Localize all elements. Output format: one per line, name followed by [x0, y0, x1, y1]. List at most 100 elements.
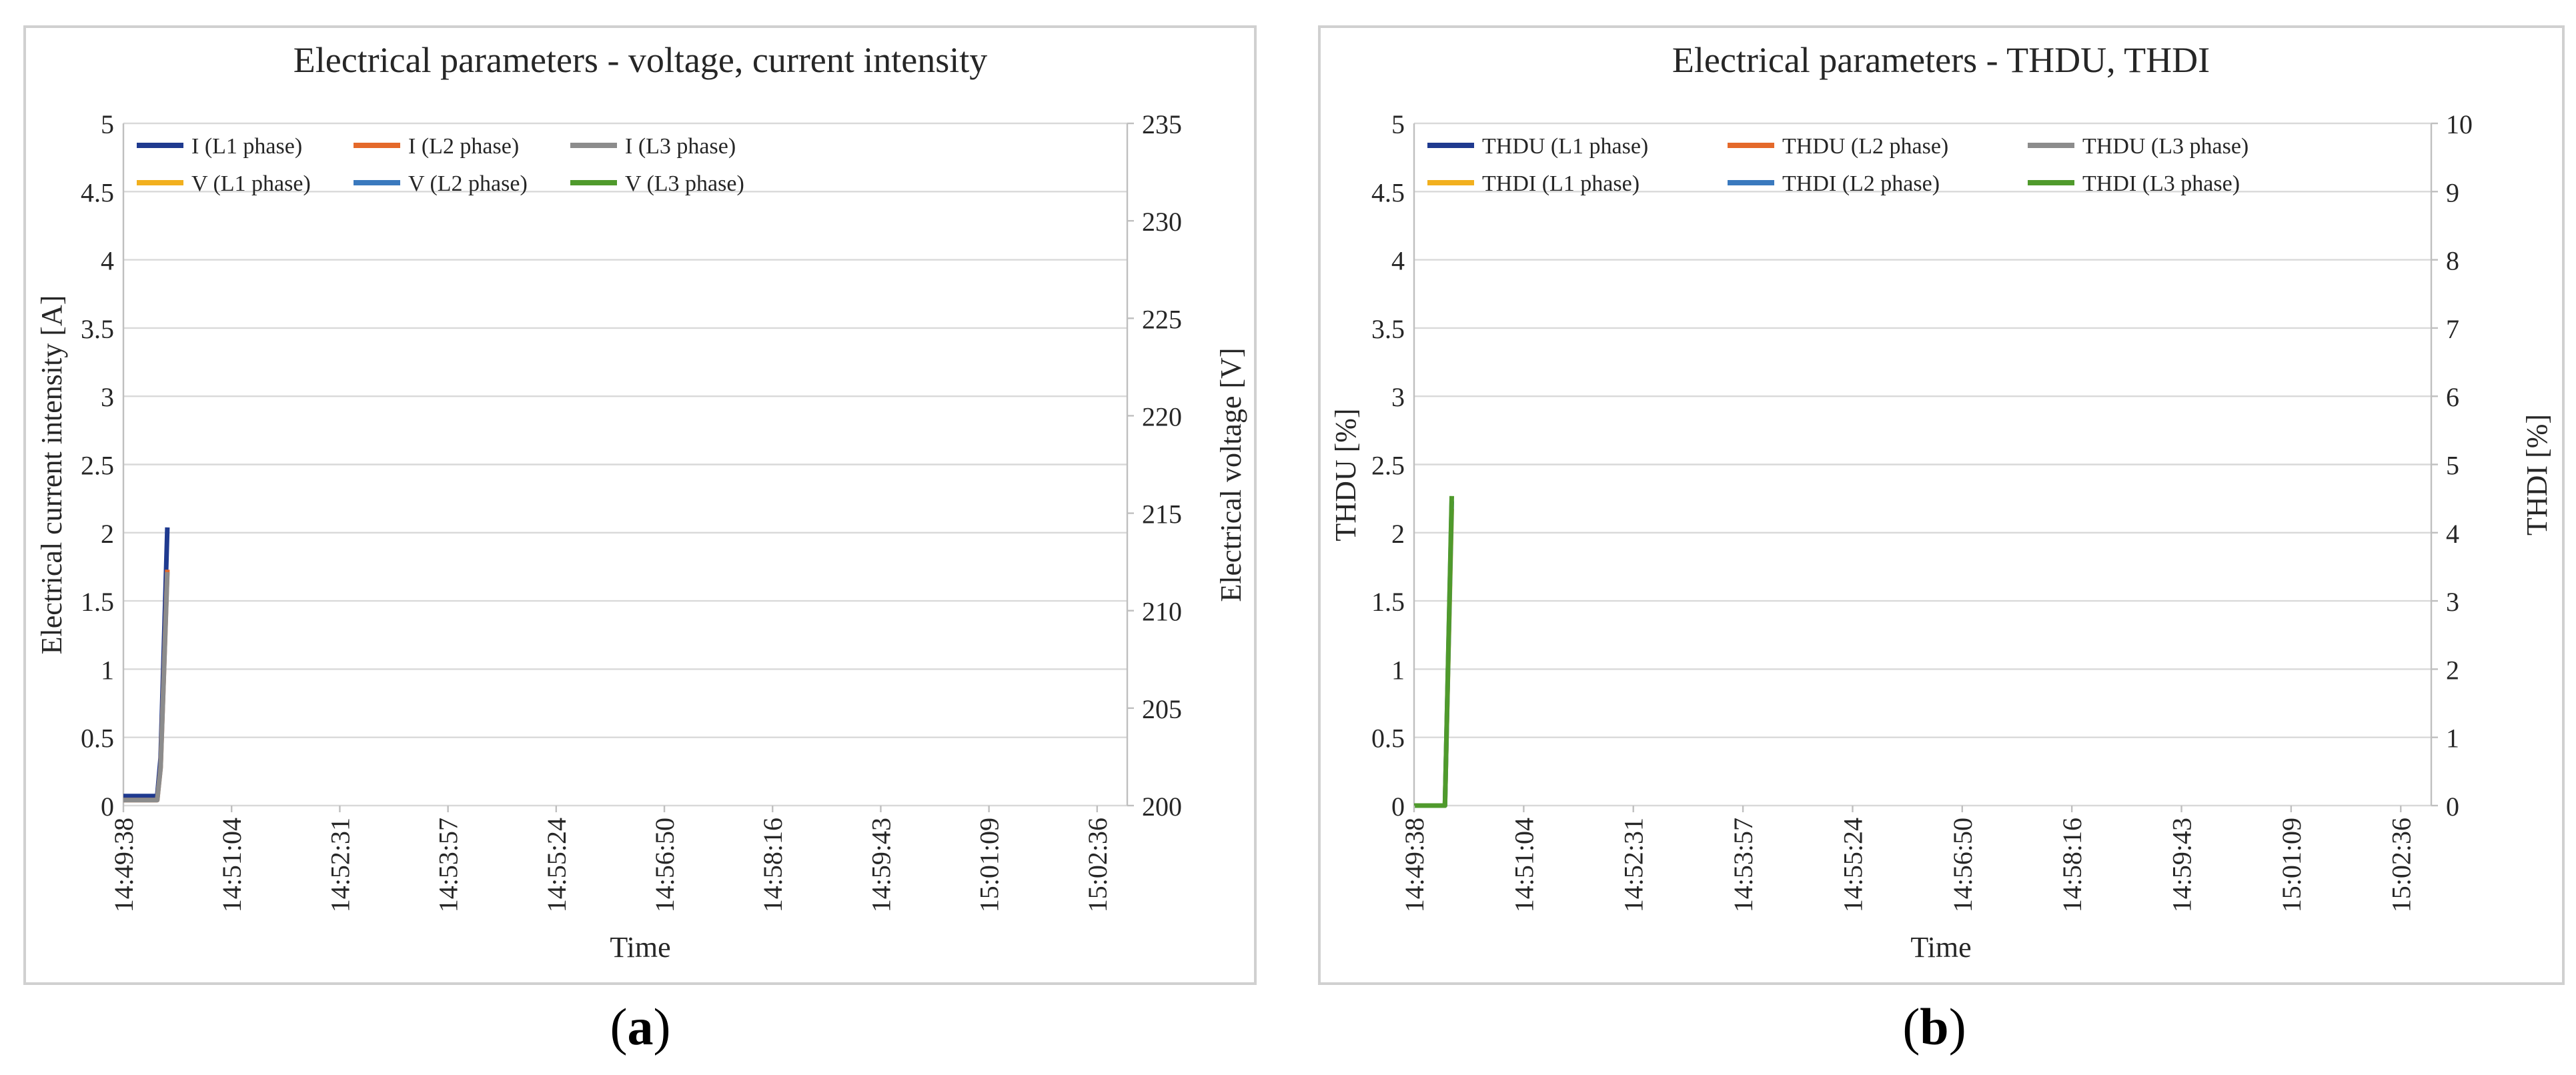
chart-a-left-tick-label: 1 [101, 655, 114, 685]
chart-a-right-tick-label: 230 [1142, 207, 1182, 237]
chart-b-right-tick-label: 6 [2446, 382, 2459, 412]
chart-b-left-axis-label: THDU [%] [1329, 408, 1362, 541]
chart-a-left-axis-label: Electrical current intensity [A] [35, 295, 68, 655]
chart-a-left-tick-label: 0 [101, 792, 114, 822]
chart-a-legend-label-5: V (L2 phase) [408, 171, 528, 196]
chart-a-x-tick-label: 14:58:16 [758, 818, 788, 912]
caption-a: (a) [610, 998, 671, 1056]
chart-b-left-tick-label: 4.5 [1371, 177, 1405, 207]
chart-b-right-tick-label: 4 [2446, 519, 2459, 549]
caption-b-letter: b [1920, 998, 1949, 1056]
chart-b-left-tick-label: 5 [1391, 109, 1405, 139]
chart-b-right-tick-label: 3 [2446, 587, 2459, 617]
chart-a-left-tick-label: 5 [101, 109, 114, 139]
chart-a-right-ticks: 200 205 210 215 220 225 230 235 [1127, 109, 1182, 822]
chart-a-left-tick-label: 2.5 [81, 451, 114, 481]
chart-a-legend-label-1: I (L1 phase) [191, 134, 302, 159]
chart-a-right-tick-label: 215 [1142, 499, 1182, 529]
chart-b-left-tick-label: 4 [1391, 246, 1405, 276]
chart-a-svg: Electrical parameters - voltage, current… [23, 25, 1257, 985]
chart-a-legend-label-2: I (L2 phase) [408, 134, 519, 159]
chart-a-legend: I (L1 phase) I (L2 phase) I (L3 phase) V (L… [137, 134, 744, 196]
chart-a-x-tick-label: 14:55:24 [542, 818, 572, 912]
chart-b-right-tick-label: 10 [2446, 109, 2473, 139]
chart-a-x-ticks: 14:49:38 14:51:04 14:52:31 14:53:57 14:55:24… [109, 806, 1113, 912]
chart-a-x-tick-label: 15:02:36 [1083, 818, 1113, 912]
chart-b-x-ticks: 14:49:38 14:51:04 14:52:31 14:53:57 14:55:24… [1399, 806, 2416, 912]
chart-b-x-tick-label: 14:53:57 [1728, 818, 1758, 912]
chart-b-right-ticks: 0 1 2 3 4 5 6 7 8 9 10 [2431, 109, 2473, 822]
chart-b-right-axis-label: THDI [%] [2521, 414, 2553, 535]
chart-a-left-tick-label: 4.5 [81, 177, 114, 207]
chart-b-right-tick-label: 0 [2446, 792, 2459, 822]
chart-a-left-ticks: 0 0.5 1 1.5 2 2.5 3 3.5 4 4.5 5 [81, 109, 114, 822]
chart-a-x-tick-label: 14:53:57 [434, 818, 464, 912]
chart-a-left-tick-label: 0.5 [81, 724, 114, 754]
chart-b-x-tick-label: 15:01:09 [2277, 818, 2307, 912]
chart-a-right-tick-label: 210 [1142, 597, 1182, 627]
chart-a-x-tick-label: 14:59:43 [866, 818, 896, 912]
chart-panel-a: Electrical parameters - voltage, current… [0, 0, 1267, 990]
chart-a-x-axis-label: Time [610, 931, 670, 964]
chart-b-x-tick-label: 14:51:04 [1509, 818, 1539, 912]
chart-b-x-tick-label: 14:58:16 [2057, 818, 2087, 912]
chart-b-x-tick-label: 14:52:31 [1619, 818, 1649, 912]
chart-a-legend-label-6: V (L3 phase) [625, 171, 744, 196]
chart-b-right-tick-label: 9 [2446, 177, 2459, 207]
chart-b-left-tick-label: 2.5 [1371, 451, 1405, 481]
chart-a-series-line-3 [123, 572, 170, 803]
chart-a-left-tick-label: 3.5 [81, 314, 114, 344]
chart-a-legend-label-4: V (L1 phase) [191, 171, 311, 196]
chart-b-legend-label-3: THDU (L3 phase) [2082, 134, 2248, 159]
chart-a-left-tick-label: 3 [101, 382, 114, 412]
chart-b-x-axis-label: Time [1910, 931, 1971, 964]
chart-a-gridlines [122, 122, 1129, 807]
chart-a-frame [23, 25, 1257, 985]
chart-b-left-tick-label: 0 [1391, 792, 1405, 822]
chart-b-series [1414, 495, 1454, 808]
chart-b-left-tick-label: 1 [1391, 655, 1405, 685]
chart-b-x-tick-label: 14:56:50 [1948, 818, 1978, 912]
chart-a-legend-label-3: I (L3 phase) [625, 134, 736, 159]
caption-a-letter: a [627, 998, 654, 1056]
chart-a-left-tick-label: 2 [101, 519, 114, 549]
chart-b-title: Electrical parameters - THDU, THDI [1672, 40, 2210, 80]
chart-b-left-tick-label: 2 [1391, 519, 1405, 549]
chart-a-x-tick-label: 14:56:50 [650, 818, 680, 912]
chart-a-right-tick-label: 235 [1142, 109, 1182, 139]
chart-a-right-tick-label: 205 [1142, 694, 1182, 724]
caption-b: (b) [1902, 998, 1966, 1056]
chart-b-left-tick-label: 0.5 [1371, 724, 1405, 754]
chart-a-x-tick-label: 14:49:38 [109, 818, 139, 912]
chart-b-legend-label-6: THDI (L3 phase) [2082, 171, 2240, 196]
chart-panel-b: Electrical parameters - THDU, THDI 0 0.5 1… [1307, 0, 2575, 990]
chart-a-x-tick-label: 15:01:09 [975, 818, 1005, 912]
chart-a-title: Electrical parameters - voltage, current… [293, 40, 988, 80]
chart-b-series-line-6 [1414, 495, 1454, 808]
chart-b-x-tick-label: 14:49:38 [1399, 818, 1429, 912]
chart-b-right-tick-label: 7 [2446, 314, 2459, 344]
chart-b-x-tick-label: 14:55:24 [1838, 818, 1868, 912]
chart-b-left-tick-label: 3 [1391, 382, 1405, 412]
chart-a-right-axis-label: Electrical voltage [V] [1215, 347, 1247, 602]
chart-b-left-tick-label: 1.5 [1371, 587, 1405, 617]
chart-b-frame [1318, 25, 2565, 985]
chart-b-legend-label-5: THDI (L2 phase) [1782, 171, 1940, 196]
chart-b-legend-label-1: THDU (L1 phase) [1482, 134, 1648, 159]
chart-b-right-tick-label: 2 [2446, 655, 2459, 685]
chart-a-right-tick-label: 220 [1142, 401, 1182, 431]
chart-a-left-tick-label: 1.5 [81, 587, 114, 617]
chart-a-right-tick-label: 225 [1142, 304, 1182, 334]
chart-a-x-tick-label: 14:52:31 [325, 818, 355, 912]
chart-b-legend-label-2: THDU (L2 phase) [1782, 134, 1948, 159]
chart-b-right-tick-label: 5 [2446, 451, 2459, 481]
chart-a-x-tick-label: 14:51:04 [217, 818, 247, 912]
chart-a-right-tick-label: 200 [1142, 792, 1182, 822]
chart-a-series [123, 527, 170, 803]
chart-b-svg: Electrical parameters - THDU, THDI 0 0.5 1… [1318, 25, 2565, 985]
chart-b-legend-label-4: THDI (L1 phase) [1482, 171, 1640, 196]
chart-a-left-tick-label: 4 [101, 246, 114, 276]
chart-b-right-tick-label: 1 [2446, 724, 2459, 754]
chart-b-x-tick-label: 15:02:36 [2386, 818, 2416, 912]
chart-b-left-ticks: 0 0.5 1 1.5 2 2.5 3 3.5 4 4.5 5 [1371, 109, 1405, 822]
